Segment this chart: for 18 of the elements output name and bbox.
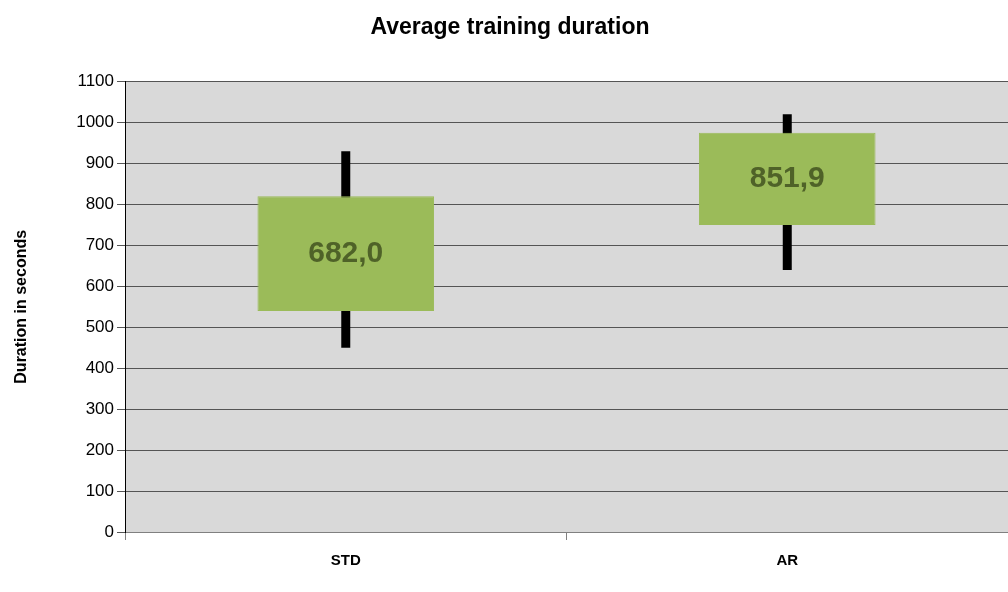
y-tick-label: 700 — [85, 235, 115, 255]
y-tick-label: 1100 — [77, 71, 115, 91]
x-tick-label: STD — [330, 551, 361, 569]
y-tick-label: 1000 — [76, 112, 115, 132]
chart-title: Average training duration — [370, 13, 650, 40]
y-tick-label: 500 — [85, 316, 115, 336]
y-tick-label: 200 — [85, 439, 115, 459]
y-tick-label: 600 — [85, 276, 115, 296]
y-tick-label: 900 — [85, 153, 115, 173]
x-tick-label: AR — [776, 551, 799, 569]
y-tick-label: 300 — [85, 398, 115, 418]
y-tick-label: 0 — [104, 521, 115, 541]
y-tick-label: 800 — [85, 194, 115, 214]
annotation: 851,9 — [749, 160, 825, 194]
y-axis-title: Duration in seconds — [12, 229, 30, 384]
y-tick-label: 400 — [85, 357, 115, 377]
annotation: 682,0 — [308, 234, 384, 268]
y-tick-label: 100 — [85, 480, 115, 500]
